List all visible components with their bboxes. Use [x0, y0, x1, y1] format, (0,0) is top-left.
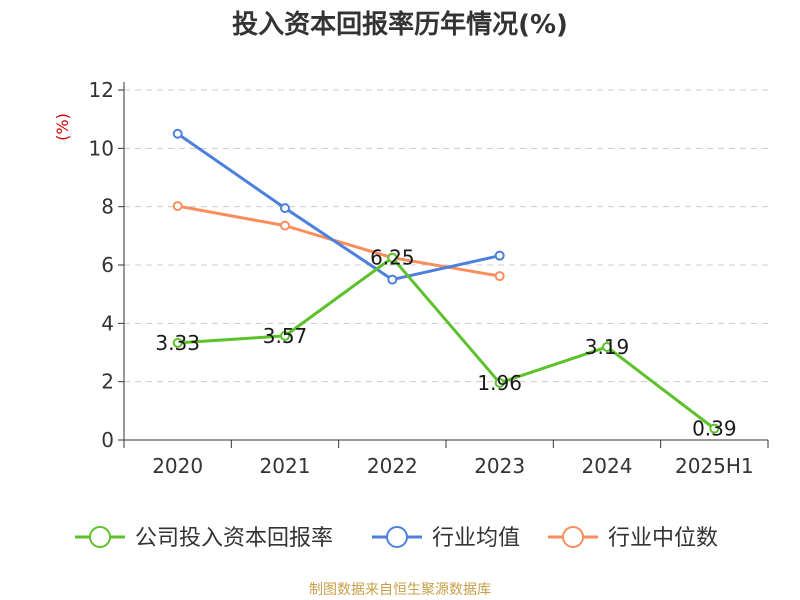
x-tick-label: 2021 [260, 454, 311, 478]
data-point [494, 271, 505, 282]
data-label: 0.39 [692, 417, 737, 441]
source-note: 制图数据来自恒生聚源数据库 [309, 582, 491, 598]
x-tick-labels: 2020 2021 2022 2023 2024 2025H1 [152, 454, 753, 478]
x-tick-label: 2024 [582, 454, 633, 478]
data-point [280, 220, 290, 231]
y-tick-label: 10 [89, 136, 114, 160]
data-label: 1.96 [477, 371, 522, 395]
legend-item: 行业中位数 [548, 526, 718, 551]
data-label: 3.33 [155, 331, 200, 355]
grid-lines [124, 89, 768, 383]
legend: 公司投入资本回报率 行业均值 行业中位数 [75, 526, 718, 551]
y-tick-label: 2 [101, 370, 114, 394]
legend-marker [562, 526, 584, 548]
data-label: 3.19 [585, 335, 630, 359]
data-point [494, 250, 505, 261]
legend-label: 公司投入资本回报率 [135, 526, 333, 551]
data-point [387, 252, 398, 263]
y-tick-label: 12 [89, 78, 114, 102]
y-tick-labels: 0 2 4 6 8 10 12 [89, 78, 114, 452]
legend-marker [386, 526, 408, 548]
data-point [280, 203, 290, 214]
legend-label: 行业均值 [432, 526, 520, 551]
data-label: 6.25 [370, 246, 415, 270]
y-axis-unit: (%) [53, 113, 72, 141]
series-layer [172, 128, 720, 434]
chart-title: 投入资本回报率历年情况(%) [232, 9, 568, 40]
x-tick-label: 2020 [152, 454, 203, 478]
y-tick-label: 0 [101, 428, 114, 452]
data-point [280, 330, 290, 341]
data-point [172, 201, 183, 212]
legend-label: 行业中位数 [608, 526, 718, 551]
x-tick-label: 2025H1 [675, 454, 754, 478]
x-tick-label: 2022 [367, 454, 418, 478]
data-point [709, 423, 720, 434]
data-point [387, 274, 398, 285]
y-tick-label: 8 [101, 195, 114, 219]
legend-marker [89, 526, 111, 548]
series-line [177, 256, 716, 430]
data-point [172, 128, 183, 139]
series-line [176, 132, 500, 282]
data-label: 3.57 [263, 324, 308, 348]
data-point [172, 337, 183, 348]
data-point [602, 341, 612, 352]
legend-item: 行业均值 [372, 526, 520, 551]
axes [118, 82, 769, 448]
data-point [494, 377, 505, 388]
x-tick-label: 2023 [474, 454, 525, 478]
data-labels: 3.33 3.57 6.25 1.96 3.19 0.39 [155, 246, 736, 441]
y-tick-label: 4 [101, 311, 114, 335]
legend-item: 公司投入资本回报率 [75, 526, 333, 551]
y-tick-label: 6 [101, 253, 114, 277]
